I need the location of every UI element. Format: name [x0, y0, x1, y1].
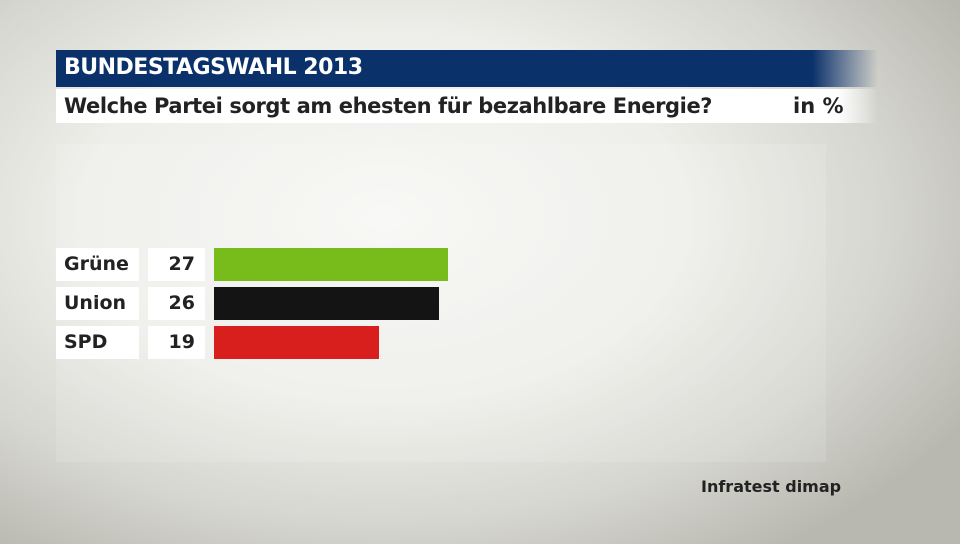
bar [214, 326, 379, 359]
header-bar [56, 50, 878, 87]
category-label: Union [56, 287, 139, 320]
chart-supertitle: BUNDESTAGSWAHL 2013 [64, 55, 363, 80]
chart-title: Welche Partei sorgt am ehesten für bezah… [64, 94, 713, 118]
category-label: Grüne [56, 248, 139, 281]
value-label: 27 [148, 248, 205, 281]
value-label: 19 [148, 326, 205, 359]
value-label: 26 [148, 287, 205, 320]
category-label: SPD [56, 326, 139, 359]
bar [214, 287, 439, 320]
question-bar [56, 89, 878, 123]
unit-label: in % [793, 94, 844, 118]
source-label: Infratest dimap [701, 477, 842, 496]
bar [214, 248, 448, 281]
